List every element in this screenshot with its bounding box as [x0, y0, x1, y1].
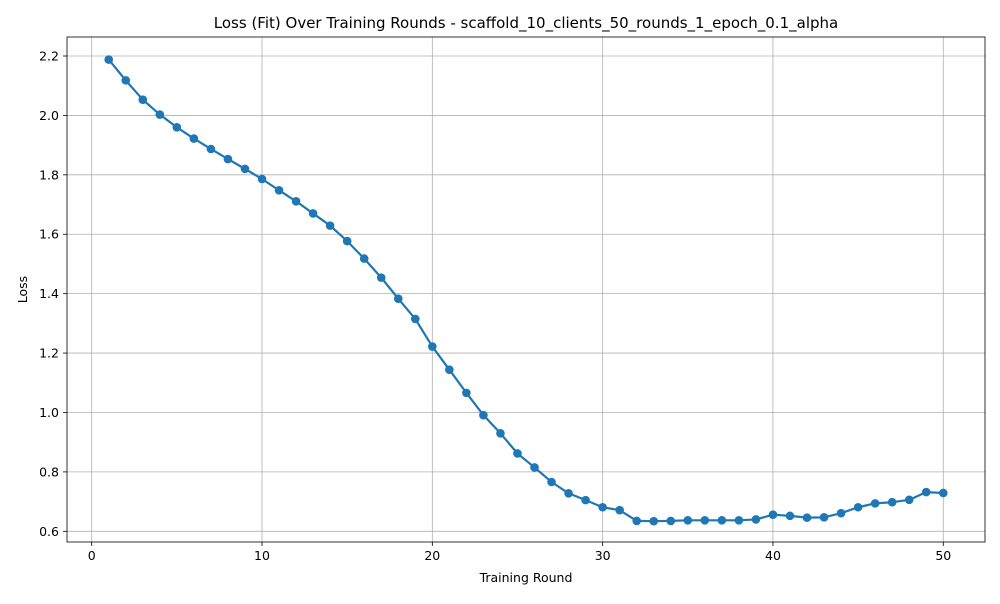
data-point-marker — [121, 76, 131, 85]
data-point-marker — [666, 516, 676, 526]
y-tick-label: 0.6 — [39, 524, 59, 539]
series-layer — [104, 55, 948, 526]
x-tick-label: 40 — [765, 548, 781, 563]
data-point-marker — [853, 502, 863, 512]
y-tick-label: 1.6 — [39, 227, 59, 242]
data-point-marker — [751, 515, 761, 524]
x-tick-label: 0 — [88, 548, 96, 563]
data-point-marker — [513, 449, 522, 458]
grid-lines — [67, 37, 985, 542]
data-point-marker — [155, 110, 165, 119]
data-point-marker — [734, 516, 744, 525]
data-point-marker — [785, 511, 795, 521]
data-point-marker — [308, 209, 318, 218]
data-point-marker — [410, 314, 420, 324]
data-point-marker — [615, 505, 624, 515]
data-point-marker — [138, 95, 148, 104]
data-point-marker — [325, 221, 335, 230]
plot-area-frame — [66, 36, 986, 543]
y-tick-label: 2.0 — [39, 108, 59, 123]
data-point-marker — [547, 477, 556, 487]
y-tick-label: 2.2 — [39, 49, 59, 64]
data-point-marker — [496, 428, 505, 438]
data-point-marker — [359, 254, 369, 263]
data-point-marker — [581, 495, 590, 505]
data-point-marker — [598, 502, 607, 512]
y-axis-label: Loss — [15, 276, 30, 303]
data-point-marker — [445, 365, 454, 375]
data-point-marker — [564, 488, 573, 498]
x-tick-label: 30 — [595, 548, 611, 563]
data-point-marker — [530, 463, 539, 472]
data-point-marker — [240, 164, 250, 174]
data-point-marker — [479, 410, 488, 420]
x-tick-label: 50 — [935, 548, 951, 563]
y-tick-label: 1.8 — [39, 167, 59, 182]
y-tick-label: 1.2 — [39, 346, 59, 361]
data-point-marker — [887, 497, 897, 507]
data-point-marker — [172, 123, 182, 132]
axis-ticks: 0 10 20 30 40 50 0.6 0.8 1.0 1.2 1.4 1.6 1.8 2.0 2.2 — [39, 49, 951, 563]
data-point-marker — [274, 185, 284, 195]
data-point-marker — [700, 516, 710, 525]
y-tick-label: 1.4 — [39, 286, 59, 301]
data-point-marker — [428, 342, 437, 351]
data-point-marker — [802, 513, 812, 522]
data-point-marker — [836, 508, 846, 518]
data-point-marker — [393, 294, 403, 304]
data-point-marker — [819, 513, 829, 522]
data-point-marker — [223, 154, 233, 164]
data-point-marker — [376, 273, 386, 282]
data-point-marker — [870, 499, 880, 508]
data-point-marker — [904, 495, 914, 505]
data-point-marker — [921, 487, 931, 497]
data-point-marker — [683, 516, 693, 525]
data-point-marker — [649, 516, 659, 526]
x-tick-label: 20 — [424, 548, 440, 563]
data-point-marker — [257, 174, 267, 184]
y-tick-label: 1.0 — [39, 405, 59, 420]
data-point-marker — [291, 196, 301, 206]
data-point-marker — [462, 388, 471, 398]
x-tick-label: 10 — [254, 548, 270, 563]
y-tick-label: 0.8 — [39, 464, 59, 479]
data-point-marker — [717, 516, 727, 525]
data-point-marker — [632, 516, 642, 526]
data-point-marker — [189, 134, 199, 143]
x-axis-label: Training Round — [479, 570, 573, 585]
data-point-marker — [342, 236, 352, 246]
data-point-marker — [938, 488, 948, 498]
data-point-marker — [768, 510, 778, 519]
chart-title: Loss (Fit) Over Training Rounds - scaffo… — [214, 14, 838, 33]
data-point-marker — [104, 55, 114, 64]
data-point-marker — [206, 144, 216, 154]
